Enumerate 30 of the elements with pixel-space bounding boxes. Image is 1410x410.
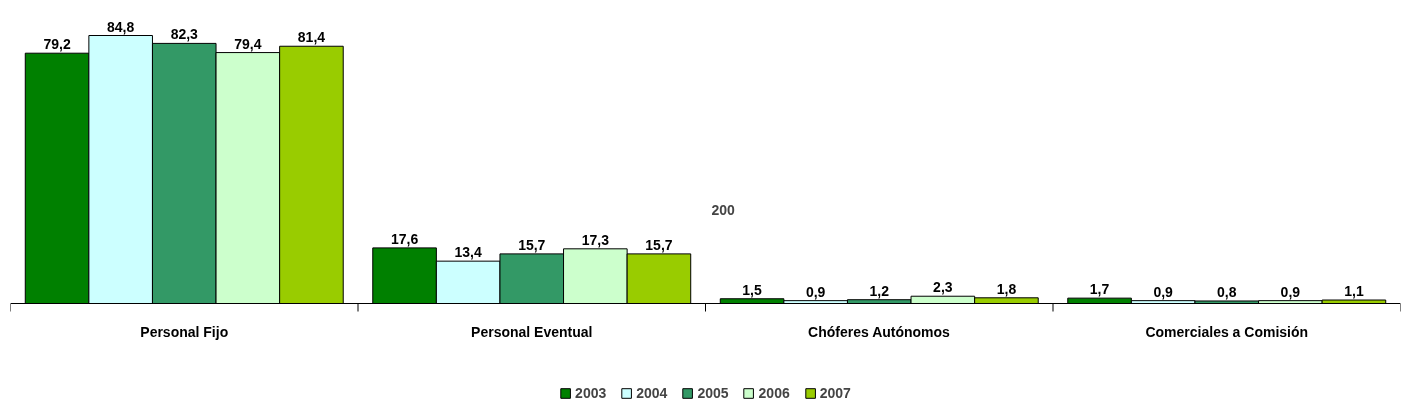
data-label: 79,4 [234, 35, 262, 52]
data-label: 17,6 [390, 230, 419, 247]
x-tick-label: Personal Fijo [140, 323, 229, 340]
data-label: 15,7 [645, 236, 673, 253]
data-label: 2,3 [933, 279, 953, 296]
data-label: 79,2 [43, 36, 71, 53]
data-label: 13,4 [454, 244, 482, 261]
data-label: 81,4 [297, 29, 326, 46]
data-label: 0,9 [805, 283, 826, 300]
data-label: 0,8 [1217, 283, 1237, 300]
data-label: 15,7 [518, 236, 546, 253]
legend-label: 2005 [697, 385, 729, 401]
legend-label: 2003 [575, 385, 607, 401]
data-label: 17,3 [581, 231, 610, 248]
legend-label: 2007 [819, 385, 851, 401]
legend-label: 2006 [758, 385, 790, 401]
legend-label: 2004 [636, 385, 668, 401]
data-label: 84,8 [107, 18, 135, 35]
data-label: 1,7 [1089, 281, 1110, 298]
data-label: 82,3 [170, 26, 199, 43]
data-label: 1,5 [742, 281, 763, 298]
data-label: 1,1 [1344, 283, 1364, 300]
data-label: 1,2 [869, 282, 890, 299]
x-tick-label: Chóferes Autónomos [808, 323, 951, 340]
data-label: 0,9 [1280, 283, 1301, 300]
data-label: 1,8 [996, 280, 1017, 297]
x-tick-label: Personal Eventual [471, 323, 593, 340]
data-label: 0,9 [1153, 283, 1174, 300]
x-tick-label: Comerciales a Comisión [1145, 323, 1309, 340]
annotation: 200 [711, 202, 736, 219]
